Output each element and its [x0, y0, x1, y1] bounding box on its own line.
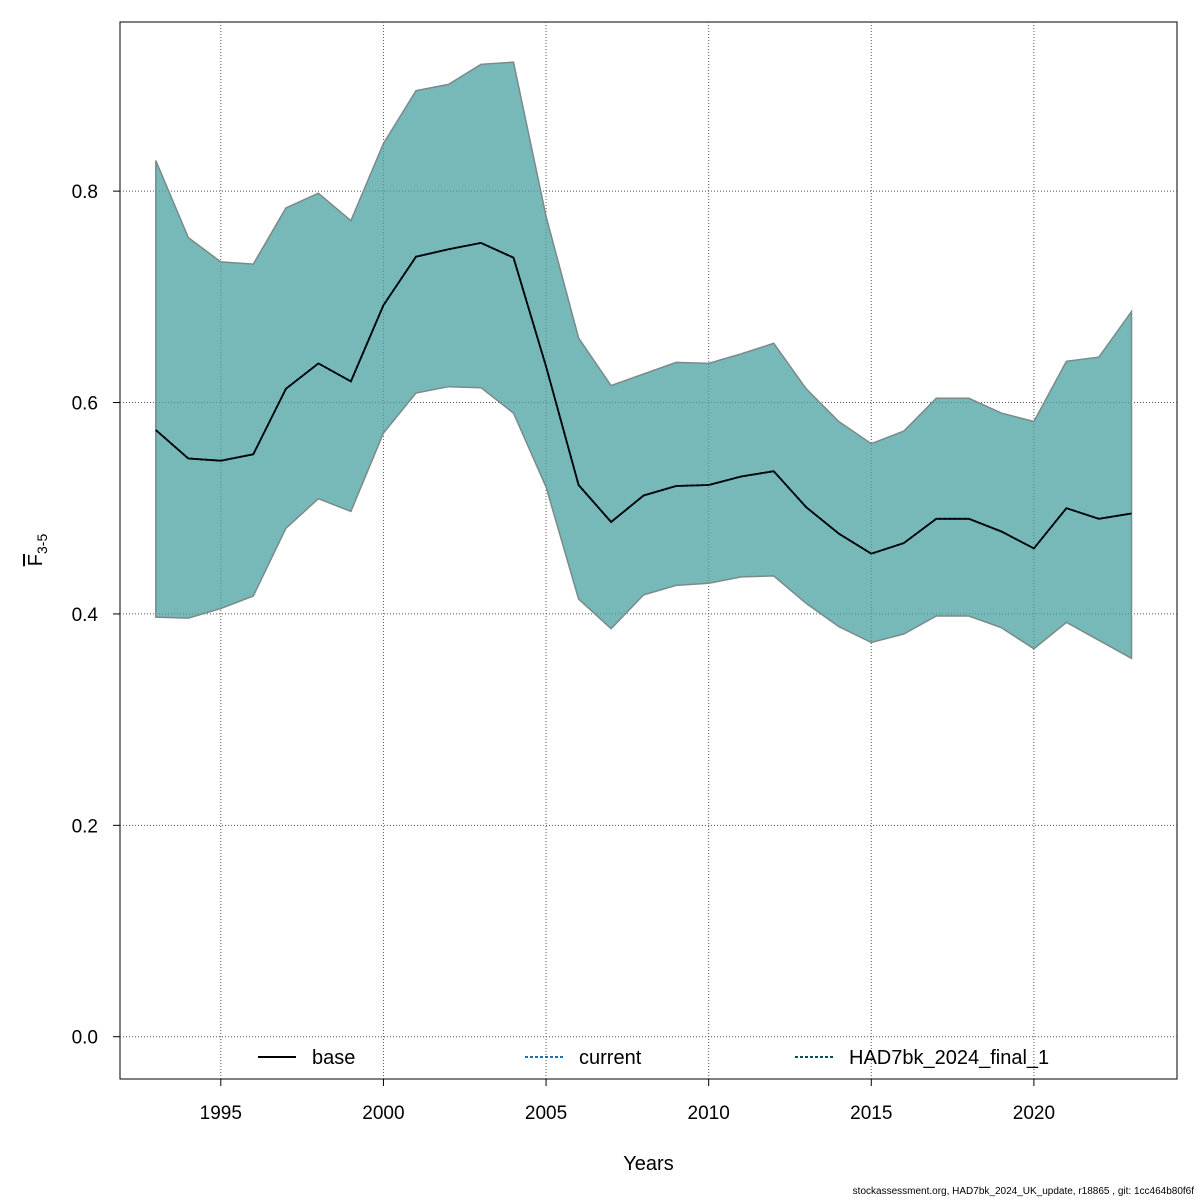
confidence-band [155, 61, 1133, 660]
legend-label: HAD7bk_2024_final_1 [849, 1047, 1049, 1069]
y-tick-label: 0.0 [72, 1028, 98, 1049]
x-tick-label: 1995 [200, 1103, 242, 1124]
legend-label: current [579, 1047, 642, 1069]
x-tick-label: 2015 [850, 1103, 892, 1124]
y-axis-title: F3-5 [25, 534, 50, 567]
y-tick-label: 0.6 [72, 394, 98, 415]
series-line-3 [155, 241, 1132, 555]
y-tick-label: 0.2 [72, 816, 98, 837]
legend-label: base [312, 1047, 355, 1069]
x-tick-label: 2010 [688, 1103, 730, 1124]
y-axis-title-text: F3-5 [25, 534, 50, 567]
footer-credit: stockassessment.org, HAD7bk_2024_UK_upda… [852, 1186, 1194, 1197]
y-tick-label: 0.8 [72, 182, 98, 203]
x-tick-label: 2005 [525, 1103, 567, 1124]
plot-frame [119, 21, 1178, 1080]
x-axis-title: Years [623, 1153, 673, 1175]
x-tick-label: 2000 [362, 1103, 404, 1124]
y-tick-label: 0.4 [72, 605, 99, 626]
x-tick-label: 2020 [1013, 1103, 1055, 1124]
